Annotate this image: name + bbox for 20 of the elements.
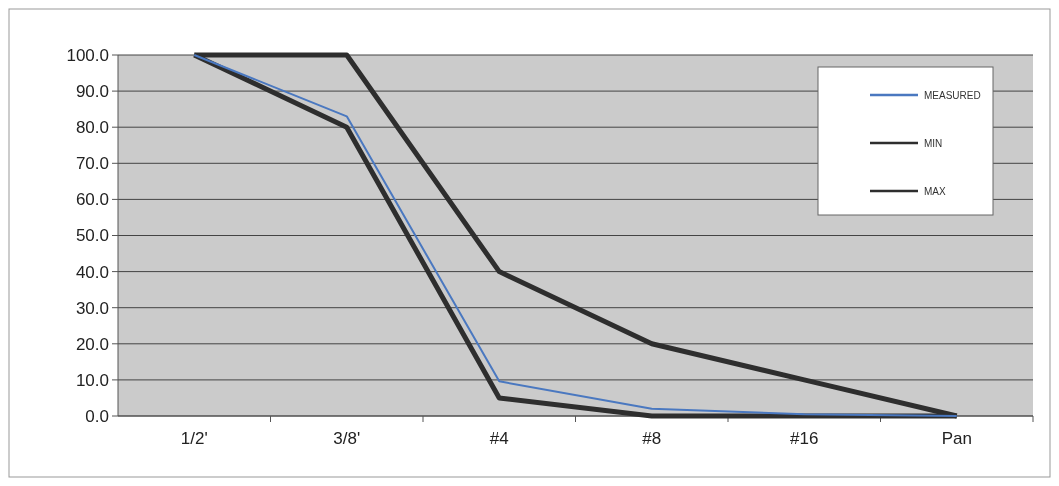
y-tick-label: 20.0	[75, 334, 109, 354]
y-tick-label: 50.0	[75, 226, 109, 246]
legend-label: MAX	[924, 185, 946, 197]
x-tick-label: 1/2'	[180, 429, 208, 448]
y-tick-label: 30.0	[75, 298, 109, 318]
x-tick-label: #4	[489, 429, 509, 448]
y-tick-label: 100.0	[66, 45, 109, 65]
x-tick-label: 3/8'	[333, 429, 361, 448]
x-tick-label: Pan	[941, 429, 972, 448]
y-tick-label: 10.0	[75, 370, 109, 390]
y-tick-label: 0.0	[85, 406, 109, 426]
legend-label: MIN	[924, 137, 943, 149]
x-tick-label: #8	[642, 429, 662, 448]
y-tick-label: 80.0	[75, 118, 109, 138]
y-tick-label: 90.0	[75, 82, 109, 102]
y-tick-label: 40.0	[75, 262, 109, 282]
legend-label: MEASURED	[924, 89, 981, 101]
y-tick-label: 60.0	[75, 190, 109, 210]
y-tick-label: 70.0	[75, 154, 109, 174]
x-tick-label: #16	[790, 429, 819, 448]
